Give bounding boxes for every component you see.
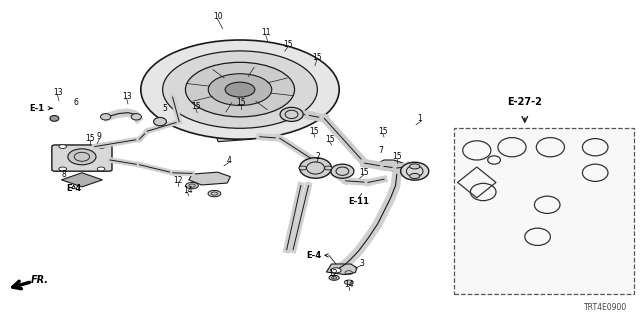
Text: 3: 3	[359, 259, 364, 268]
Text: 2: 2	[316, 152, 321, 161]
Circle shape	[59, 167, 67, 171]
Text: 14: 14	[344, 280, 354, 289]
Text: 12: 12	[328, 269, 337, 278]
Text: 15: 15	[358, 168, 369, 177]
Text: 11: 11	[261, 28, 270, 36]
Circle shape	[329, 275, 339, 280]
FancyBboxPatch shape	[52, 145, 112, 171]
Text: 14: 14	[182, 186, 193, 195]
Ellipse shape	[300, 158, 332, 178]
Text: 15: 15	[312, 53, 322, 62]
Circle shape	[208, 74, 272, 106]
Circle shape	[324, 166, 332, 170]
Polygon shape	[326, 264, 357, 275]
Text: E-11: E-11	[348, 197, 369, 206]
Text: 15: 15	[324, 135, 335, 144]
Text: 15: 15	[236, 98, 246, 107]
Text: 15: 15	[378, 127, 388, 136]
Ellipse shape	[401, 162, 429, 180]
Ellipse shape	[68, 149, 96, 165]
Circle shape	[331, 268, 341, 273]
Circle shape	[344, 280, 353, 284]
Ellipse shape	[280, 108, 303, 122]
Polygon shape	[189, 172, 230, 185]
Polygon shape	[378, 160, 410, 174]
Text: 7: 7	[378, 146, 383, 155]
Text: 9: 9	[97, 132, 102, 141]
Text: 15: 15	[392, 152, 402, 161]
Text: 13: 13	[122, 92, 132, 101]
Circle shape	[225, 82, 255, 97]
Bar	[454, 128, 634, 294]
Ellipse shape	[50, 116, 59, 121]
Text: 13: 13	[52, 88, 63, 97]
Polygon shape	[215, 130, 252, 142]
Circle shape	[208, 190, 221, 197]
Circle shape	[186, 182, 198, 189]
Circle shape	[97, 145, 105, 148]
Text: 15: 15	[84, 134, 95, 143]
Circle shape	[410, 164, 420, 169]
Text: TRT4E0900: TRT4E0900	[584, 303, 627, 312]
Text: 1: 1	[417, 114, 422, 123]
Circle shape	[141, 40, 339, 139]
Ellipse shape	[131, 114, 141, 120]
Polygon shape	[61, 173, 102, 187]
Ellipse shape	[331, 164, 354, 178]
Text: E-4: E-4	[306, 252, 321, 260]
Text: FR.: FR.	[31, 275, 49, 285]
Ellipse shape	[100, 114, 111, 120]
Text: 8: 8	[61, 170, 67, 179]
Text: E-27-2: E-27-2	[508, 97, 542, 108]
Text: 15: 15	[191, 102, 201, 111]
Circle shape	[97, 167, 105, 171]
Text: 15: 15	[283, 40, 293, 49]
Text: 6: 6	[73, 98, 78, 107]
Text: 5: 5	[163, 104, 168, 113]
Circle shape	[59, 145, 67, 148]
Circle shape	[163, 51, 317, 128]
Text: 12: 12	[173, 176, 182, 185]
Text: 15: 15	[308, 127, 319, 136]
Text: E-1: E-1	[29, 104, 45, 113]
Text: 10: 10	[212, 12, 223, 21]
Circle shape	[186, 62, 294, 117]
Ellipse shape	[154, 117, 166, 126]
Circle shape	[410, 173, 420, 179]
Text: 4: 4	[227, 156, 232, 164]
Text: E-4: E-4	[66, 184, 81, 193]
Polygon shape	[168, 72, 191, 92]
Circle shape	[299, 166, 307, 170]
